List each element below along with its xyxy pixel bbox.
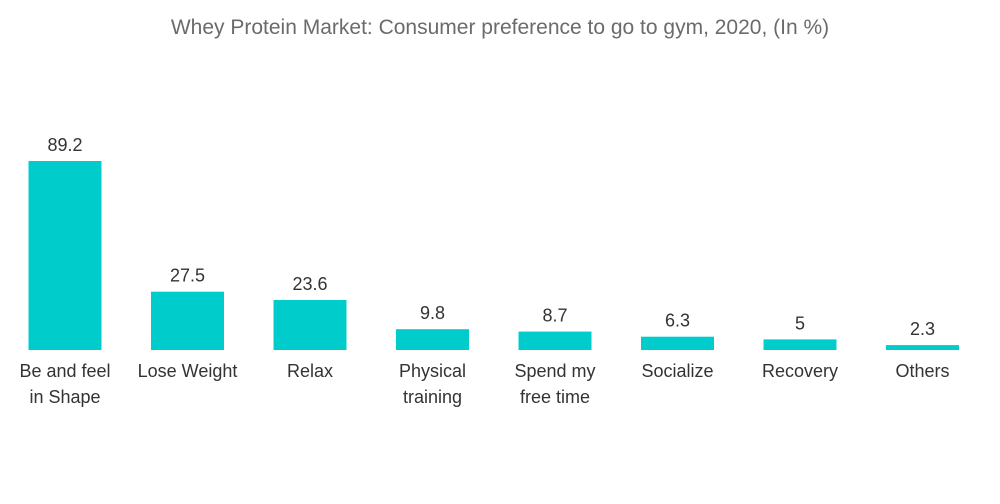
category-label-line: Socialize [641, 361, 713, 381]
value-label-2: 27.5 [170, 266, 205, 286]
category-label-5: Spend my free time [514, 361, 595, 407]
category-label-line: free time [520, 387, 590, 407]
category-label-line: Others [895, 361, 949, 381]
bar-5 [518, 331, 592, 350]
value-label-7: 5 [795, 313, 805, 333]
value-label-8: 2.3 [910, 319, 935, 339]
category-label-line: in Shape [29, 387, 100, 407]
category-label-6: Socialize [641, 361, 713, 381]
category-label-7: Recovery [762, 361, 838, 381]
bar-7 [763, 339, 837, 350]
bar-8 [886, 345, 959, 350]
category-label-line: Lose Weight [138, 361, 238, 381]
category-label-8: Others [895, 361, 949, 381]
category-label-line: Recovery [762, 361, 838, 381]
bar-4 [396, 329, 469, 350]
bar-3 [273, 300, 347, 350]
bar-2 [151, 291, 224, 350]
chart-title: Whey Protein Market: Consumer preference… [170, 16, 830, 39]
category-label-1: Be and feel in Shape [19, 361, 110, 407]
bar-1 [28, 161, 102, 350]
category-label-line: Spend my [514, 361, 595, 381]
category-label-line: Relax [287, 361, 333, 381]
category-label-line: Physical [399, 361, 466, 381]
value-label-4: 9.8 [420, 303, 445, 323]
category-label-line: training [403, 387, 462, 407]
value-label-3: 23.6 [292, 274, 327, 294]
category-label-2: Lose Weight [138, 361, 238, 381]
value-label-1: 89.2 [47, 135, 82, 155]
value-label-6: 6.3 [665, 311, 690, 331]
bar-6 [641, 336, 714, 350]
category-label-4: Physical training [399, 361, 466, 407]
category-label-3: Relax [287, 361, 333, 381]
value-label-5: 8.7 [542, 306, 567, 326]
category-label-line: Be and feel [19, 361, 110, 381]
